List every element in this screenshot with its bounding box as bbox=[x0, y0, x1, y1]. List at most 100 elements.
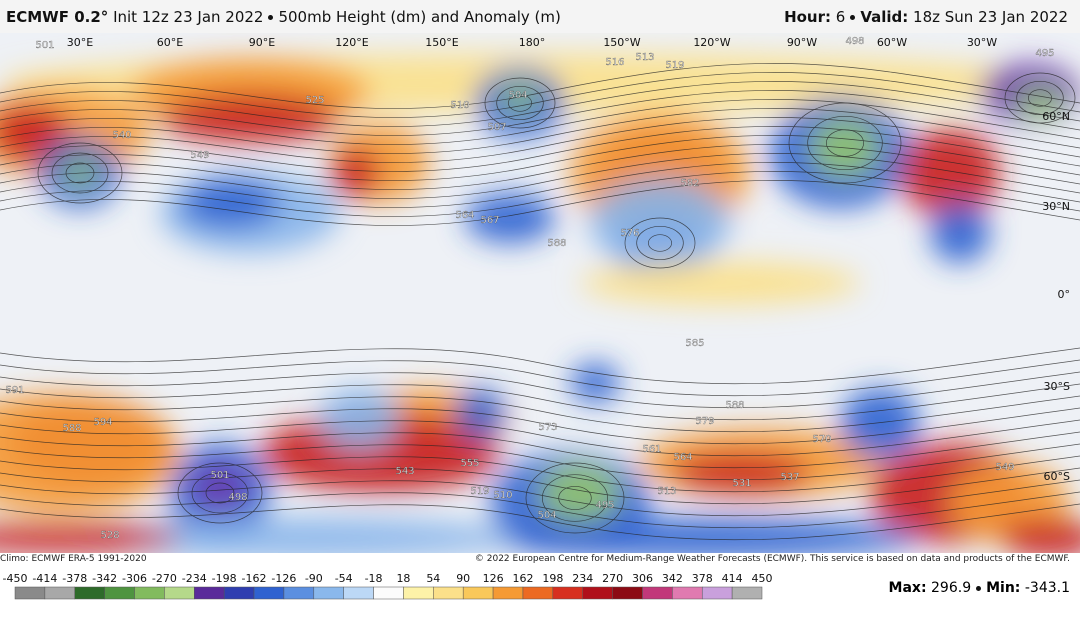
anomaly-blob bbox=[840, 388, 920, 458]
stats: Max: 296.9 Min: -343.1 bbox=[889, 580, 1070, 596]
latitude-label: 30°S bbox=[1044, 380, 1070, 393]
contour-label: 510 bbox=[493, 490, 512, 501]
contour-line bbox=[0, 125, 1080, 172]
contour-label: 576 bbox=[620, 228, 639, 239]
contour-line bbox=[0, 98, 1080, 145]
labels: 30°E 60°E 90°E 120°E 150°E 180° 150°W 120°W 90°W… bbox=[5, 36, 1070, 541]
contour-line bbox=[0, 152, 1080, 199]
longitude-label: 180° bbox=[519, 36, 546, 49]
longitude-label: 150°W bbox=[603, 36, 640, 49]
contour-label: 564 bbox=[455, 210, 474, 221]
colorbar-swatch bbox=[164, 586, 195, 600]
colorbar-label: 126 bbox=[483, 572, 504, 585]
colorbar-swatch bbox=[462, 586, 494, 600]
contour-line bbox=[0, 503, 1080, 541]
init: Init 12z 23 Jan 2022 bbox=[113, 8, 264, 26]
colorbar-label: -234 bbox=[182, 572, 207, 585]
colorbar-label: 54 bbox=[426, 572, 440, 585]
contour-label: 504 bbox=[537, 510, 556, 521]
height-contours bbox=[0, 62, 1080, 541]
contour-line bbox=[0, 179, 1080, 226]
anomaly-blob bbox=[80, 518, 520, 553]
longitude-label: 90°W bbox=[787, 36, 817, 49]
anomaly-blob bbox=[465, 193, 555, 243]
colorbar-label: 162 bbox=[512, 572, 533, 585]
anomaly-blob bbox=[260, 413, 500, 493]
contour-label: 513 bbox=[657, 486, 676, 497]
contour-line bbox=[0, 359, 1080, 397]
anomaly-blob bbox=[570, 363, 620, 403]
contour-ring bbox=[525, 462, 625, 534]
latitude-label: 0° bbox=[1058, 288, 1071, 301]
min-label: Min: bbox=[986, 580, 1021, 596]
colorbar-label: -54 bbox=[335, 572, 353, 585]
colorbar-swatch bbox=[343, 586, 374, 600]
copyright: © 2022 European Centre for Medium-Range … bbox=[474, 554, 1070, 564]
anomaly-blob bbox=[330, 148, 380, 198]
separator bbox=[268, 15, 274, 20]
colorbar-swatch bbox=[642, 586, 673, 600]
longitude-label: 60°W bbox=[877, 36, 907, 49]
colorbar-swatch bbox=[492, 586, 524, 600]
contour-ring bbox=[541, 474, 609, 522]
contour-label: 588 bbox=[547, 238, 566, 249]
colorbar-swatch bbox=[373, 586, 404, 600]
contour-label: 498 bbox=[845, 36, 864, 47]
contour-ring bbox=[51, 152, 109, 194]
contour-label: 528 bbox=[100, 530, 119, 541]
colorbar-swatch bbox=[74, 586, 105, 600]
contour-label: 573 bbox=[538, 422, 557, 433]
contour-label: 507 bbox=[487, 122, 506, 133]
contour-label: 588 bbox=[725, 400, 744, 411]
valid-time: Hour: 6 Valid: 18z Sun 23 Jan 2022 bbox=[784, 8, 1068, 26]
anomaly-blob bbox=[0, 523, 180, 553]
anomaly-blob bbox=[500, 83, 540, 113]
colorbar-label: 90 bbox=[456, 572, 470, 585]
contour-label: 525 bbox=[305, 95, 324, 106]
longitude-label: 120°W bbox=[693, 36, 730, 49]
colorbar-swatch bbox=[612, 586, 643, 600]
colorbar-swatch bbox=[44, 586, 76, 600]
colorbar-swatch bbox=[14, 586, 46, 600]
contour-label: 537 bbox=[780, 472, 799, 483]
anomaly-blob bbox=[900, 128, 1000, 218]
separator bbox=[976, 585, 982, 591]
contour-ring bbox=[788, 102, 902, 184]
colorbar-swatch bbox=[104, 586, 135, 600]
contour-ring bbox=[636, 225, 684, 261]
longitude-label: 150°E bbox=[425, 36, 458, 49]
contour-label: 531 bbox=[732, 478, 751, 489]
anomaly-blob bbox=[1015, 88, 1065, 118]
anomaly-blob bbox=[0, 393, 180, 513]
contour-line bbox=[0, 71, 1080, 118]
contour-label: 564 bbox=[673, 452, 692, 463]
model: ECMWF 0.2° bbox=[6, 8, 109, 26]
anomaly-blob bbox=[160, 93, 340, 143]
anomaly-blob bbox=[180, 178, 280, 228]
colorbar-label: 270 bbox=[602, 572, 623, 585]
colorbar-label: -414 bbox=[32, 572, 57, 585]
contour-label: 582 bbox=[680, 178, 699, 189]
contour-line bbox=[0, 116, 1080, 163]
contour-label: 549 bbox=[995, 462, 1014, 473]
contour-line bbox=[0, 107, 1080, 154]
colorbar-swatch bbox=[701, 586, 733, 600]
header: ECMWF 0.2° Init 12z 23 Jan 2022 500mb Hei… bbox=[0, 0, 1080, 33]
anomaly-field bbox=[0, 53, 1080, 553]
max: 296.9 bbox=[931, 580, 972, 596]
longitude-label: 30°E bbox=[67, 36, 93, 49]
contour-label: 549 bbox=[190, 150, 209, 161]
anomaly-blob bbox=[930, 203, 990, 263]
contour-label: 594 bbox=[93, 417, 112, 428]
colorbar-label: 414 bbox=[722, 572, 743, 585]
contour-line bbox=[0, 407, 1080, 445]
latitude-label: 60°S bbox=[1044, 470, 1070, 483]
colorbar-swatch bbox=[522, 586, 554, 600]
map: 30°E 60°E 90°E 120°E 150°E 180° 150°W 120°W 90°W… bbox=[0, 33, 1080, 553]
contour-line bbox=[0, 80, 1080, 127]
contour-line bbox=[0, 347, 1080, 385]
contour-ring bbox=[65, 162, 95, 184]
colorbar-label: -18 bbox=[365, 572, 383, 585]
colorbar-label: 306 bbox=[632, 572, 653, 585]
anomaly-blob bbox=[480, 518, 920, 553]
